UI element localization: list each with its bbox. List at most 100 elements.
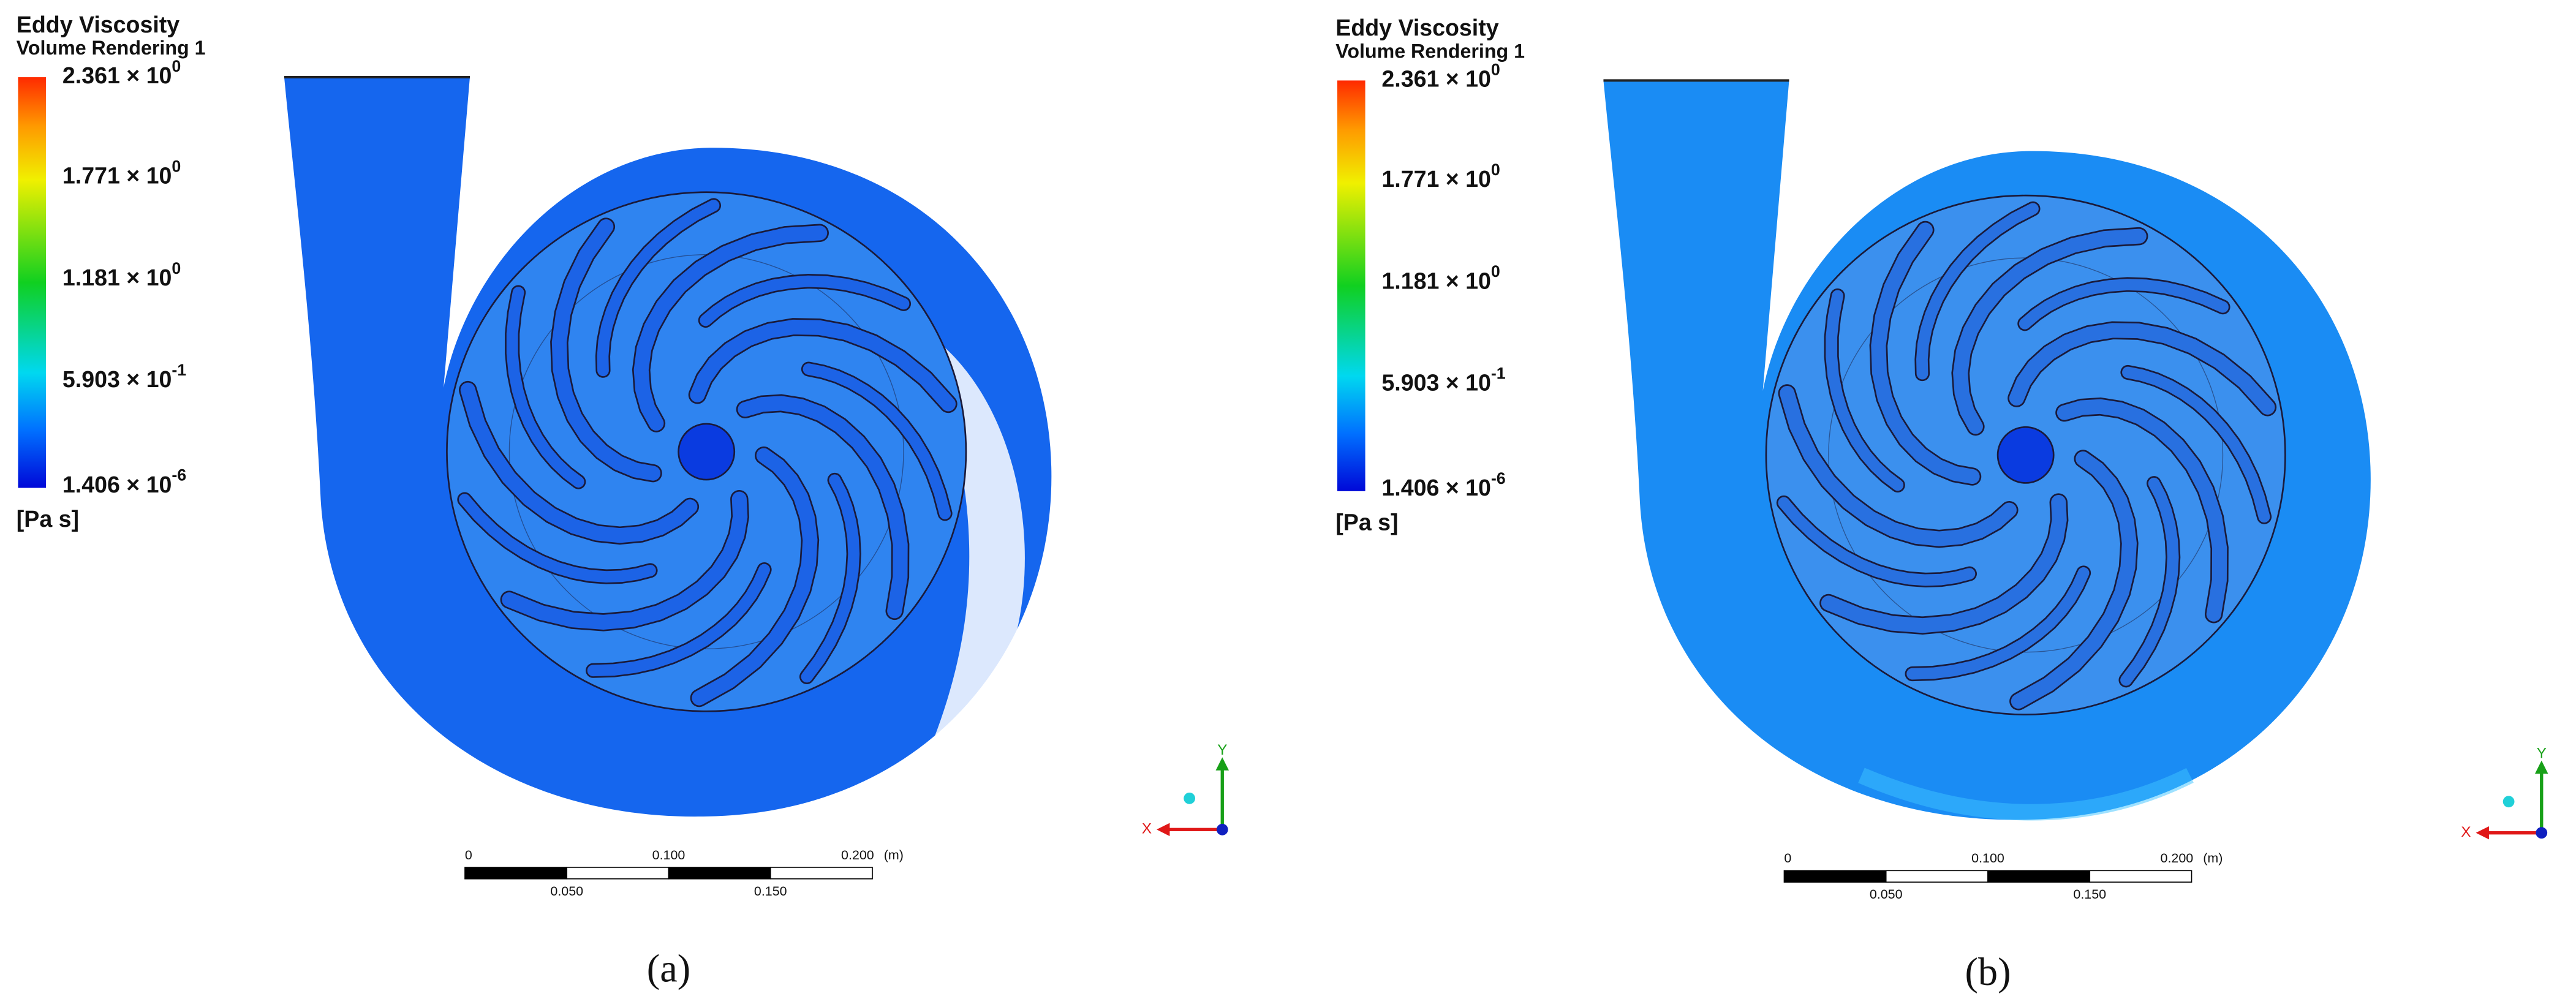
blade xyxy=(597,200,720,377)
hub xyxy=(678,423,736,481)
pump-render xyxy=(1603,79,2371,821)
label-exponent: 0 xyxy=(172,259,181,277)
x-axis-label: X xyxy=(1142,821,1152,837)
scale-label: 0.100 xyxy=(652,848,686,862)
blade xyxy=(1916,203,2039,380)
label-mantissa: 1.406 × 10 xyxy=(1381,475,1490,500)
label-mantissa: 1.771 × 10 xyxy=(1381,166,1490,192)
legend-title: Eddy Viscosity xyxy=(17,12,179,37)
legend-unit: [Pa s] xyxy=(17,506,79,532)
legend-title: Eddy Viscosity xyxy=(1335,15,1498,40)
scale-bar-segment xyxy=(769,867,873,880)
blade xyxy=(700,275,910,326)
blade xyxy=(2011,451,2137,709)
y-arrowhead xyxy=(2535,760,2548,774)
scale-label: 0 xyxy=(465,848,472,862)
scale-bar-segment xyxy=(566,867,670,880)
label-exponent: -1 xyxy=(172,361,186,379)
label-exponent: 0 xyxy=(1491,60,1500,78)
blade xyxy=(587,564,770,677)
label-exponent: 0 xyxy=(172,57,181,75)
colorbar xyxy=(18,77,47,488)
blade xyxy=(1871,222,1980,485)
triad-sphere xyxy=(1184,792,1196,804)
blade xyxy=(502,491,748,630)
label-mantissa: 2.361 × 10 xyxy=(62,62,172,88)
blade xyxy=(633,225,828,431)
scale-bar-segment xyxy=(1987,870,2091,883)
scale-label: 0.050 xyxy=(1870,887,1903,902)
blade xyxy=(801,474,860,683)
x-axis-label: X xyxy=(2461,824,2471,840)
scale-label: 0.050 xyxy=(550,884,583,899)
x-arrowhead xyxy=(2476,826,2489,840)
z-axis-dot xyxy=(2536,827,2548,839)
label-exponent: 0 xyxy=(1491,262,1500,281)
hub xyxy=(1996,426,2055,484)
legend-unit: [Pa s] xyxy=(1335,509,1398,535)
blade xyxy=(2120,477,2179,686)
blade xyxy=(738,396,908,619)
colorbar-label: 1.181 × 100 xyxy=(62,259,181,290)
blade xyxy=(692,448,818,706)
y-axis-label: Y xyxy=(2537,745,2547,761)
label-exponent: -6 xyxy=(1491,469,1506,488)
label-exponent: 0 xyxy=(172,157,181,176)
blade xyxy=(459,494,656,583)
colorbar-label: 1.181 × 100 xyxy=(1381,262,1500,293)
pump-render xyxy=(284,76,1052,817)
panel-caption: (b) xyxy=(1965,950,2011,994)
colorbar-label: 2.361 × 100 xyxy=(1381,60,1500,91)
blade xyxy=(2019,279,2229,330)
scale-bar-segment xyxy=(464,867,568,880)
label-mantissa: 5.903 × 10 xyxy=(1381,369,1490,395)
blade xyxy=(1826,290,1904,491)
label-exponent: -1 xyxy=(1491,364,1506,383)
label-exponent: -6 xyxy=(172,466,186,485)
label-mantissa: 5.903 × 10 xyxy=(62,366,172,392)
blade xyxy=(2009,323,2275,415)
blade xyxy=(690,319,956,412)
panel-caption: (a) xyxy=(647,946,690,990)
label-mantissa: 2.361 × 10 xyxy=(1381,66,1490,91)
colorbar-label: 1.771 × 100 xyxy=(62,157,181,189)
scale-bar-segment xyxy=(668,867,771,880)
y-arrowhead xyxy=(1215,757,1229,771)
blade xyxy=(1906,567,2090,680)
x-arrowhead xyxy=(1156,823,1170,837)
scale-bar-segment xyxy=(2089,870,2193,883)
glow-region xyxy=(1858,768,2194,821)
scale-bar-segment xyxy=(1783,870,1887,883)
y-axis-label: Y xyxy=(1217,742,1227,758)
scale-label: 0.200 xyxy=(841,848,874,862)
blade xyxy=(1778,497,1976,586)
label-mantissa: 1.406 × 10 xyxy=(62,472,172,497)
colorbar-label: 5.903 × 10-1 xyxy=(62,361,186,392)
colorbar xyxy=(1337,80,1365,491)
scale-label: 0.150 xyxy=(2073,887,2106,902)
blade xyxy=(1953,228,2147,434)
scale-label: 0.100 xyxy=(1971,851,2004,866)
colorbar-label: 2.361 × 100 xyxy=(62,57,181,88)
legend-subtitle: Volume Rendering 1 xyxy=(1335,40,1525,62)
scale-unit: (m) xyxy=(884,848,904,862)
colorbar-label: 5.903 × 10-1 xyxy=(1381,364,1505,396)
blade xyxy=(1821,495,2067,633)
blade xyxy=(2057,399,2227,622)
scale-label: 0.200 xyxy=(2161,851,2194,866)
triad-sphere xyxy=(2502,796,2515,808)
scale-label: 0.150 xyxy=(754,884,787,899)
wake-region xyxy=(920,328,1025,772)
blade xyxy=(506,287,584,488)
colorbar-label: 1.406 × 10-6 xyxy=(1381,469,1505,500)
blade xyxy=(551,219,661,481)
label-exponent: 0 xyxy=(1491,160,1500,179)
scale-label: 0 xyxy=(1784,851,1791,866)
label-mantissa: 1.181 × 10 xyxy=(1381,268,1490,293)
legend-subtitle: Volume Rendering 1 xyxy=(17,37,206,59)
label-mantissa: 1.181 × 10 xyxy=(62,265,172,290)
